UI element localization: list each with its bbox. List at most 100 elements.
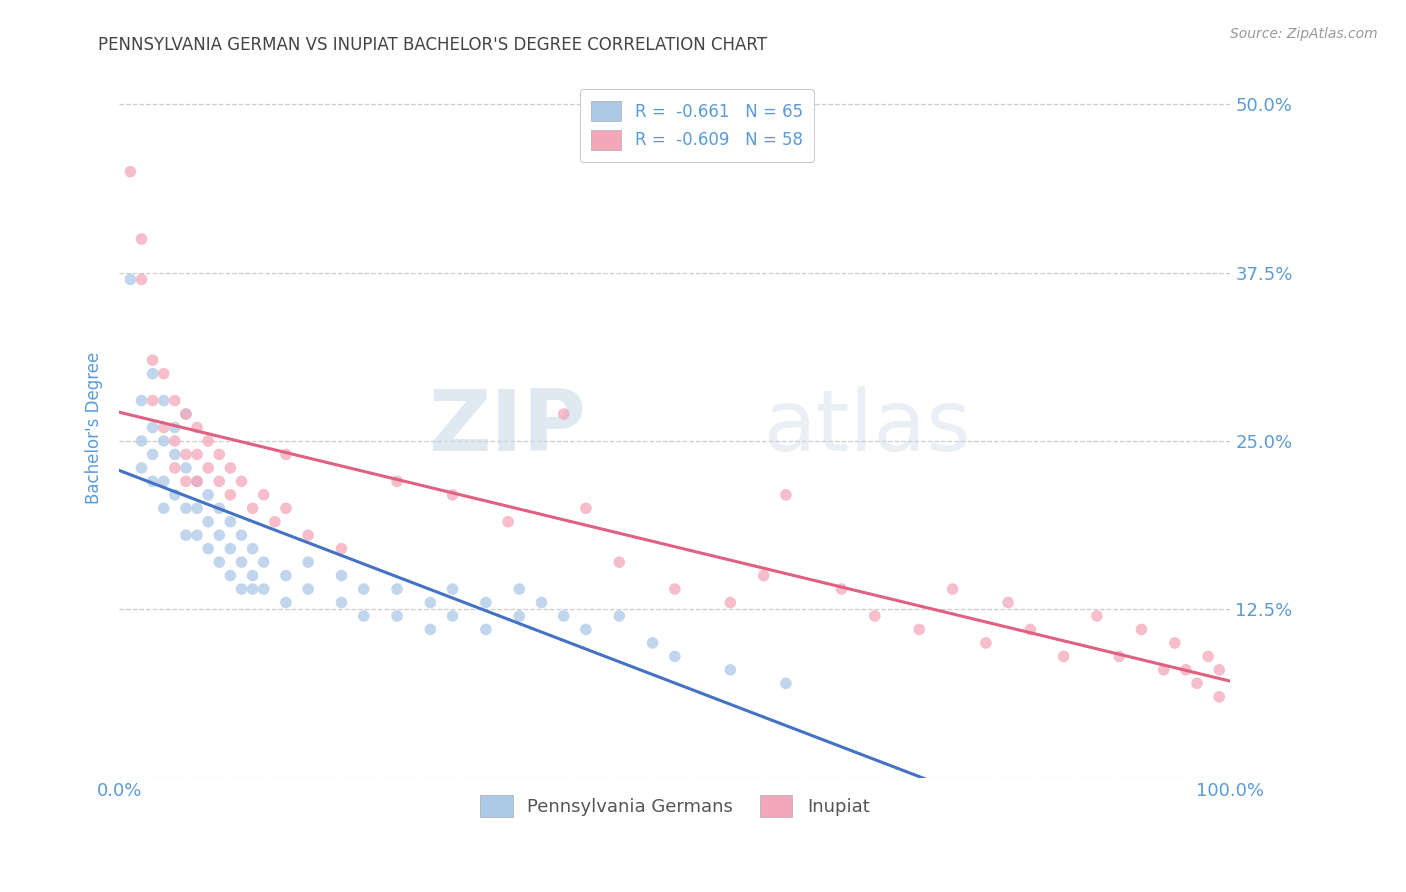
Point [274, 447, 297, 461]
Point [297, 528, 319, 542]
Point [197, 488, 219, 502]
Point [174, 407, 197, 421]
Point [863, 609, 886, 624]
Point [186, 420, 208, 434]
Point [974, 636, 997, 650]
Point [208, 528, 231, 542]
Point [330, 568, 353, 582]
Point [163, 461, 186, 475]
Point [1108, 649, 1130, 664]
Point [1164, 636, 1187, 650]
Point [208, 555, 231, 569]
Point [131, 272, 153, 286]
Text: atlas: atlas [763, 386, 972, 469]
Point [197, 515, 219, 529]
Point [174, 501, 197, 516]
Point [231, 582, 253, 596]
Point [830, 582, 852, 596]
Point [208, 501, 231, 516]
Point [120, 164, 142, 178]
Point [607, 555, 630, 569]
Point [1197, 649, 1219, 664]
Point [142, 420, 165, 434]
Point [1130, 623, 1153, 637]
Point [553, 407, 575, 421]
Point [131, 434, 153, 448]
Point [163, 393, 186, 408]
Point [575, 623, 598, 637]
Point [253, 582, 276, 596]
Point [475, 623, 498, 637]
Point [496, 515, 519, 529]
Point [231, 528, 253, 542]
Point [219, 488, 242, 502]
Point [186, 501, 208, 516]
Point [1174, 663, 1197, 677]
Text: ZIP: ZIP [429, 386, 586, 469]
Point [752, 568, 775, 582]
Point [385, 475, 408, 489]
Point [1153, 663, 1175, 677]
Point [508, 609, 530, 624]
Point [131, 461, 153, 475]
Point [142, 475, 165, 489]
Point [353, 609, 375, 624]
Point [1208, 690, 1230, 704]
Point [475, 595, 498, 609]
Point [441, 488, 464, 502]
Point [163, 434, 186, 448]
Point [607, 609, 630, 624]
Point [530, 595, 553, 609]
Point [186, 475, 208, 489]
Point [242, 568, 264, 582]
Point [120, 272, 142, 286]
Point [152, 501, 174, 516]
Point [1208, 663, 1230, 677]
Point [152, 367, 174, 381]
Point [508, 582, 530, 596]
Point [274, 595, 297, 609]
Point [1185, 676, 1208, 690]
Point [775, 676, 797, 690]
Point [142, 353, 165, 368]
Point [908, 623, 931, 637]
Point [330, 541, 353, 556]
Point [174, 407, 197, 421]
Point [219, 515, 242, 529]
Point [242, 582, 264, 596]
Point [174, 447, 197, 461]
Point [297, 582, 319, 596]
Point [219, 461, 242, 475]
Point [253, 555, 276, 569]
Point [174, 461, 197, 475]
Point [242, 501, 264, 516]
Point [197, 461, 219, 475]
Point [441, 609, 464, 624]
Point [142, 393, 165, 408]
Point [441, 582, 464, 596]
Point [152, 420, 174, 434]
Point [263, 515, 285, 529]
Point [575, 501, 598, 516]
Point [274, 501, 297, 516]
Point [419, 595, 441, 609]
Point [242, 541, 264, 556]
Point [163, 488, 186, 502]
Point [163, 447, 186, 461]
Point [419, 623, 441, 637]
Text: PENNSYLVANIA GERMAN VS INUPIAT BACHELOR'S DEGREE CORRELATION CHART: PENNSYLVANIA GERMAN VS INUPIAT BACHELOR'… [98, 36, 768, 54]
Point [718, 595, 741, 609]
Point [942, 582, 965, 596]
Point [385, 609, 408, 624]
Point [253, 488, 276, 502]
Point [297, 555, 319, 569]
Point [664, 649, 686, 664]
Point [1053, 649, 1076, 664]
Point [174, 475, 197, 489]
Point [208, 475, 231, 489]
Point [664, 582, 686, 596]
Point [197, 541, 219, 556]
Point [186, 528, 208, 542]
Point [152, 393, 174, 408]
Point [274, 568, 297, 582]
